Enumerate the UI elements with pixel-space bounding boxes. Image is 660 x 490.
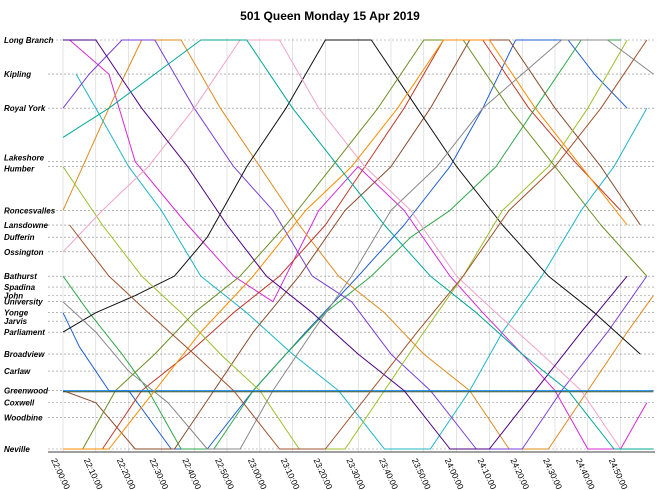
stop-label: Woodbine	[4, 413, 43, 422]
trip-line-9	[62, 39, 641, 355]
x-tick-label: 24:10:00	[476, 457, 499, 490]
x-tick-label: 24:00:00	[443, 457, 466, 490]
x-tick-label: 22:10:00	[82, 457, 105, 490]
trip-line-13	[82, 39, 648, 450]
stop-label: Greenwood	[4, 387, 49, 396]
trip-line-1	[62, 39, 628, 450]
x-tick-label: 23:00:00	[246, 457, 269, 490]
stop-label: Ossington	[4, 248, 44, 257]
vehicle-trips	[62, 39, 654, 450]
trip-line-3	[62, 39, 621, 450]
trip-line-12	[62, 39, 654, 450]
stop-label: Broadview	[4, 350, 45, 359]
trip-line-11	[62, 39, 654, 450]
trip-line-6	[62, 39, 641, 450]
stop-labels: Long Branch Kipling Royal York Lakeshore Hum…	[4, 36, 56, 454]
stop-label: Humber	[4, 165, 35, 174]
stop-label: Long Branch	[4, 36, 53, 45]
trip-line-18	[69, 39, 648, 450]
stop-label: Jarvis	[4, 317, 28, 326]
trip-line-4	[62, 39, 654, 450]
x-tick-label: 24:30:00	[541, 457, 564, 490]
x-tick-label: 22:50:00	[213, 457, 236, 490]
x-tick-label: 22:30:00	[148, 457, 171, 490]
trip-line-8	[63, 39, 621, 450]
x-tick-label: 24:50:00	[607, 457, 630, 490]
vertical-gridlines	[62, 38, 621, 452]
trip-line-7	[62, 39, 648, 450]
stop-label: Dufferin	[4, 233, 35, 242]
x-tick-label: 24:40:00	[574, 457, 597, 490]
stop-label: Carlaw	[4, 367, 31, 376]
stop-label: Yonge	[4, 309, 29, 318]
stop-label: Bathurst	[4, 272, 37, 281]
trip-line-10	[62, 39, 628, 450]
x-tick-label: 23:50:00	[410, 457, 433, 490]
stop-label: Lakeshore	[4, 154, 45, 163]
chart-title: 501 Queen Monday 15 Apr 2019	[240, 9, 420, 23]
trip-line-16	[63, 39, 628, 450]
time-tick-labels: 22:00:00 22:10:00 22:20:00 22:30:00 22:40:00…	[49, 457, 630, 490]
stop-label: Spadina	[4, 283, 36, 292]
x-tick-label: 23:40:00	[377, 457, 400, 490]
stop-label: University	[4, 298, 43, 307]
trip-line-2	[69, 39, 648, 450]
x-tick-label: 24:20:00	[508, 457, 531, 490]
stop-label: Lansdowne	[4, 221, 49, 230]
stop-label: Parliament	[4, 328, 45, 337]
x-tick-label: 22:20:00	[115, 457, 138, 490]
stop-label: Roncesvalles	[4, 206, 56, 215]
x-tick-label: 23:20:00	[312, 457, 335, 490]
trip-line-17	[63, 39, 628, 450]
stop-label: John	[4, 292, 23, 301]
x-tick-label: 23:30:00	[344, 457, 367, 490]
stop-label: Coxwell	[4, 399, 35, 408]
stop-label: Royal York	[4, 104, 46, 113]
x-tick-label: 23:10:00	[279, 457, 302, 490]
trip-line-5	[75, 73, 648, 450]
stop-label: Neville	[4, 445, 30, 454]
x-tick-label: 22:40:00	[180, 457, 203, 490]
stop-label: Kipling	[4, 70, 31, 79]
trip-line-19	[62, 39, 654, 450]
x-tick-label: 22:00:00	[49, 457, 72, 490]
